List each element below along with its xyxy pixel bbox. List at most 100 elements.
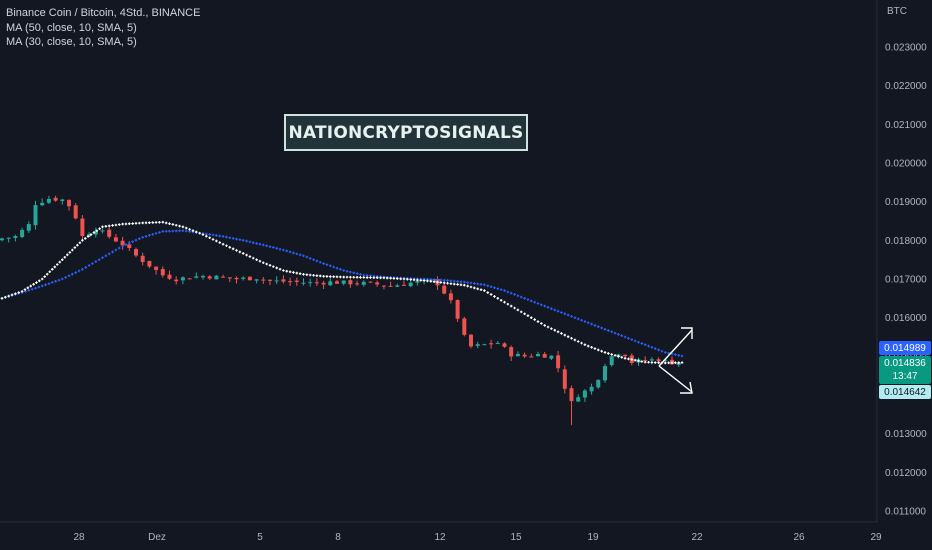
ma30-point [519,310,523,314]
ma50-point [164,230,168,233]
ma30-point [385,276,389,280]
ma30-point [593,347,597,350]
candle-body [107,229,112,237]
ma30-point [241,252,245,255]
ma30-legend[interactable]: MA (30, close, 10, SMA, 5) [6,36,137,48]
ma50-point [680,354,684,358]
ma30-point [550,327,553,330]
ma30-point [251,256,255,260]
candle-body [288,281,293,283]
ma50-point [459,280,463,284]
ma30-point [379,276,382,280]
symbol-title[interactable]: Binance Coin / Bitcoin, 4Std., BINANCE [6,7,201,19]
ma30-point [613,354,617,357]
ma30-point [586,344,590,348]
ma30-point [35,281,38,284]
time-tick-label: 22 [691,532,703,543]
ma30-point [463,283,466,287]
ma30-point [0,297,4,300]
candle-body [180,277,185,281]
ma30-point [154,221,158,224]
ma50-point [469,281,473,285]
price-axis[interactable]: 0.023000 0.022000 0.021000 0.020000 0.019000… [885,43,927,518]
candle-body [33,205,38,226]
ma30-point [439,281,443,284]
price-tick-label: 0.016000 [885,313,927,324]
ma30-point [312,274,315,277]
ma30-point [288,270,292,274]
ma30-point [640,360,644,363]
ma30-point [499,298,503,302]
candle-body [53,197,58,201]
candle-body [194,276,199,278]
ma50-point [640,342,644,345]
ma30-point [432,280,436,284]
candle-body [509,347,514,357]
ma30-price-tag [879,385,931,399]
ma50-point [446,279,449,282]
ma30-point [553,328,557,332]
ma30-point [83,237,87,240]
ma50-point [493,286,496,289]
ma50-point [603,327,607,331]
candle-body [469,334,473,347]
ma30-point [476,287,479,291]
ma30-point [188,228,191,231]
candle-body [60,199,65,202]
ma50-point [278,247,282,251]
ma50-point [74,271,77,274]
ma50-point [623,335,627,339]
candle-body [140,255,145,262]
price-tags: 0.014989 0.014836 13:47 0.014642 [879,341,931,399]
ma30-point [422,279,426,282]
ma50-point [302,254,305,258]
candle-body [207,276,212,279]
ma30-point [131,222,134,225]
ma30-point [623,356,627,360]
ma50-point [248,240,252,244]
ma50-point [107,252,111,256]
candle-body [40,202,45,206]
ma50-point [600,326,603,330]
ma30-point [29,284,33,288]
ma50-point [550,307,553,310]
ma30-point [355,276,359,279]
ma30-point [436,280,439,284]
ma30-point [530,316,533,319]
ma30-point [560,332,563,335]
ma30-point [262,261,265,265]
ma30-point [332,275,335,278]
ma50-point [101,256,104,260]
ma30-point [235,249,238,252]
ma50-point [184,229,188,233]
ma30-point [38,279,41,283]
time-axis[interactable]: 28 Dez 5 8 12 15 19 22 26 29 [73,532,882,543]
ma30-point [43,275,47,278]
ma30-point [245,253,248,257]
ma50-point [335,266,339,270]
ma50-point [332,265,335,269]
ma30-point [268,264,272,267]
ma30-point [4,295,7,299]
time-tick-label: 12 [434,532,446,543]
ma30-point [174,223,178,227]
ma50-point [479,283,483,286]
ma50-point [503,289,506,292]
ma50-point [442,278,446,282]
ma50-point [245,239,248,243]
ma50-point [141,235,144,239]
ma30-point [429,280,433,283]
ma50-legend[interactable]: MA (50, close, 10, SMA, 5) [6,21,137,34]
ma50-point [613,331,617,335]
last-price-tag-text: 0.014836 [884,358,926,369]
candle-body [623,354,628,357]
ma30-point [402,277,406,281]
ma50-point [536,302,540,305]
ma30-point [657,361,660,364]
candle-body [73,205,78,219]
ma50-point [526,298,530,301]
ma30-point [359,276,362,279]
ma50-point [121,244,124,248]
price-tick-label: 0.013000 [885,429,927,440]
